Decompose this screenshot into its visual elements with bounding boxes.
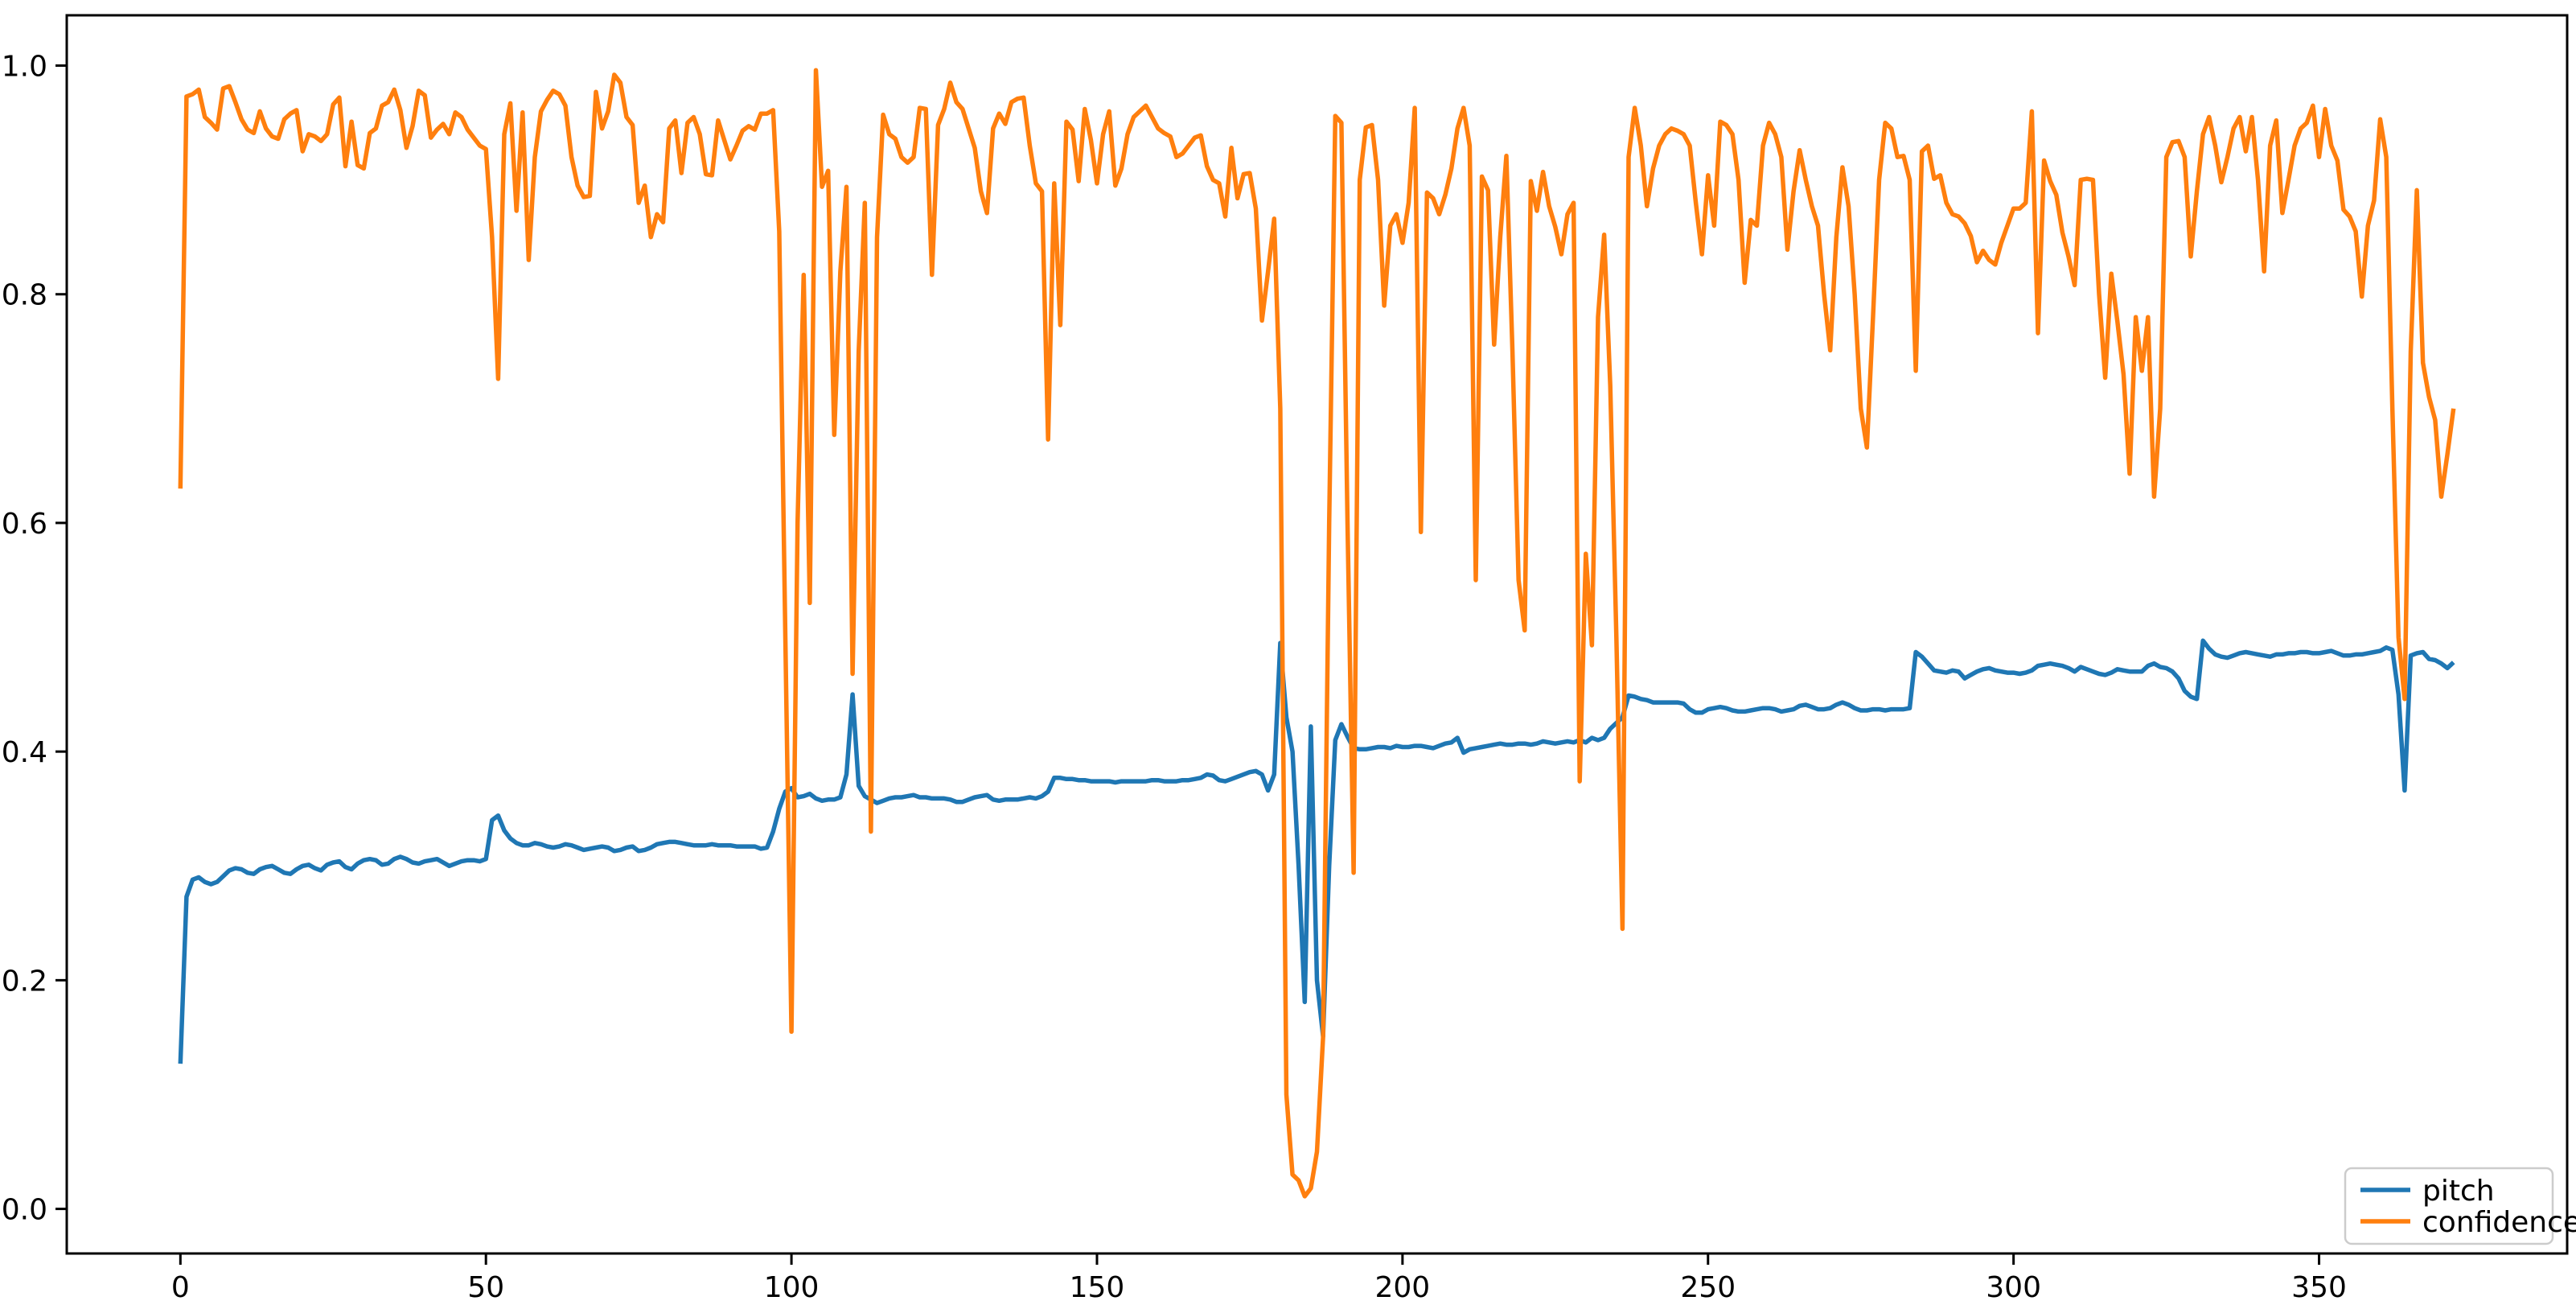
pitch-series-line	[178, 638, 2455, 1064]
y-tick-label: 0.6	[2, 508, 47, 541]
confidence-legend-label: confidence	[2422, 1206, 2576, 1239]
legend-frame	[2344, 1167, 2554, 1245]
y-tick-label: 0.2	[2, 965, 47, 998]
pitch-legend-label: pitch	[2422, 1175, 2495, 1208]
y-tick-label: 0.0	[2, 1194, 47, 1227]
y-tick-label: 0.4	[2, 736, 47, 769]
legend-box: pitch confidence	[2344, 1167, 2576, 1245]
y-tick-label: 1.0	[2, 51, 47, 84]
axes-frame	[65, 14, 2569, 1255]
y-tick-label: 0.8	[2, 279, 47, 312]
x-tick-label: 200	[1375, 1271, 1431, 1304]
plot-series	[178, 68, 2456, 1199]
x-tick-label: 150	[1070, 1271, 1125, 1304]
x-tick-label: 300	[1986, 1271, 2041, 1304]
x-tick-label: 350	[2291, 1271, 2347, 1304]
x-tick-label: 50	[467, 1271, 504, 1304]
axes: 0 50 100 150 200 250 300 350 0.0 0.2 0.4 0.6 0.8 1.0	[2, 14, 2569, 1304]
x-tick-label: 0	[171, 1271, 190, 1304]
confidence-series-line	[178, 68, 2456, 1199]
x-tick-label: 250	[1680, 1271, 1736, 1304]
x-tick-label: 100	[764, 1271, 820, 1304]
